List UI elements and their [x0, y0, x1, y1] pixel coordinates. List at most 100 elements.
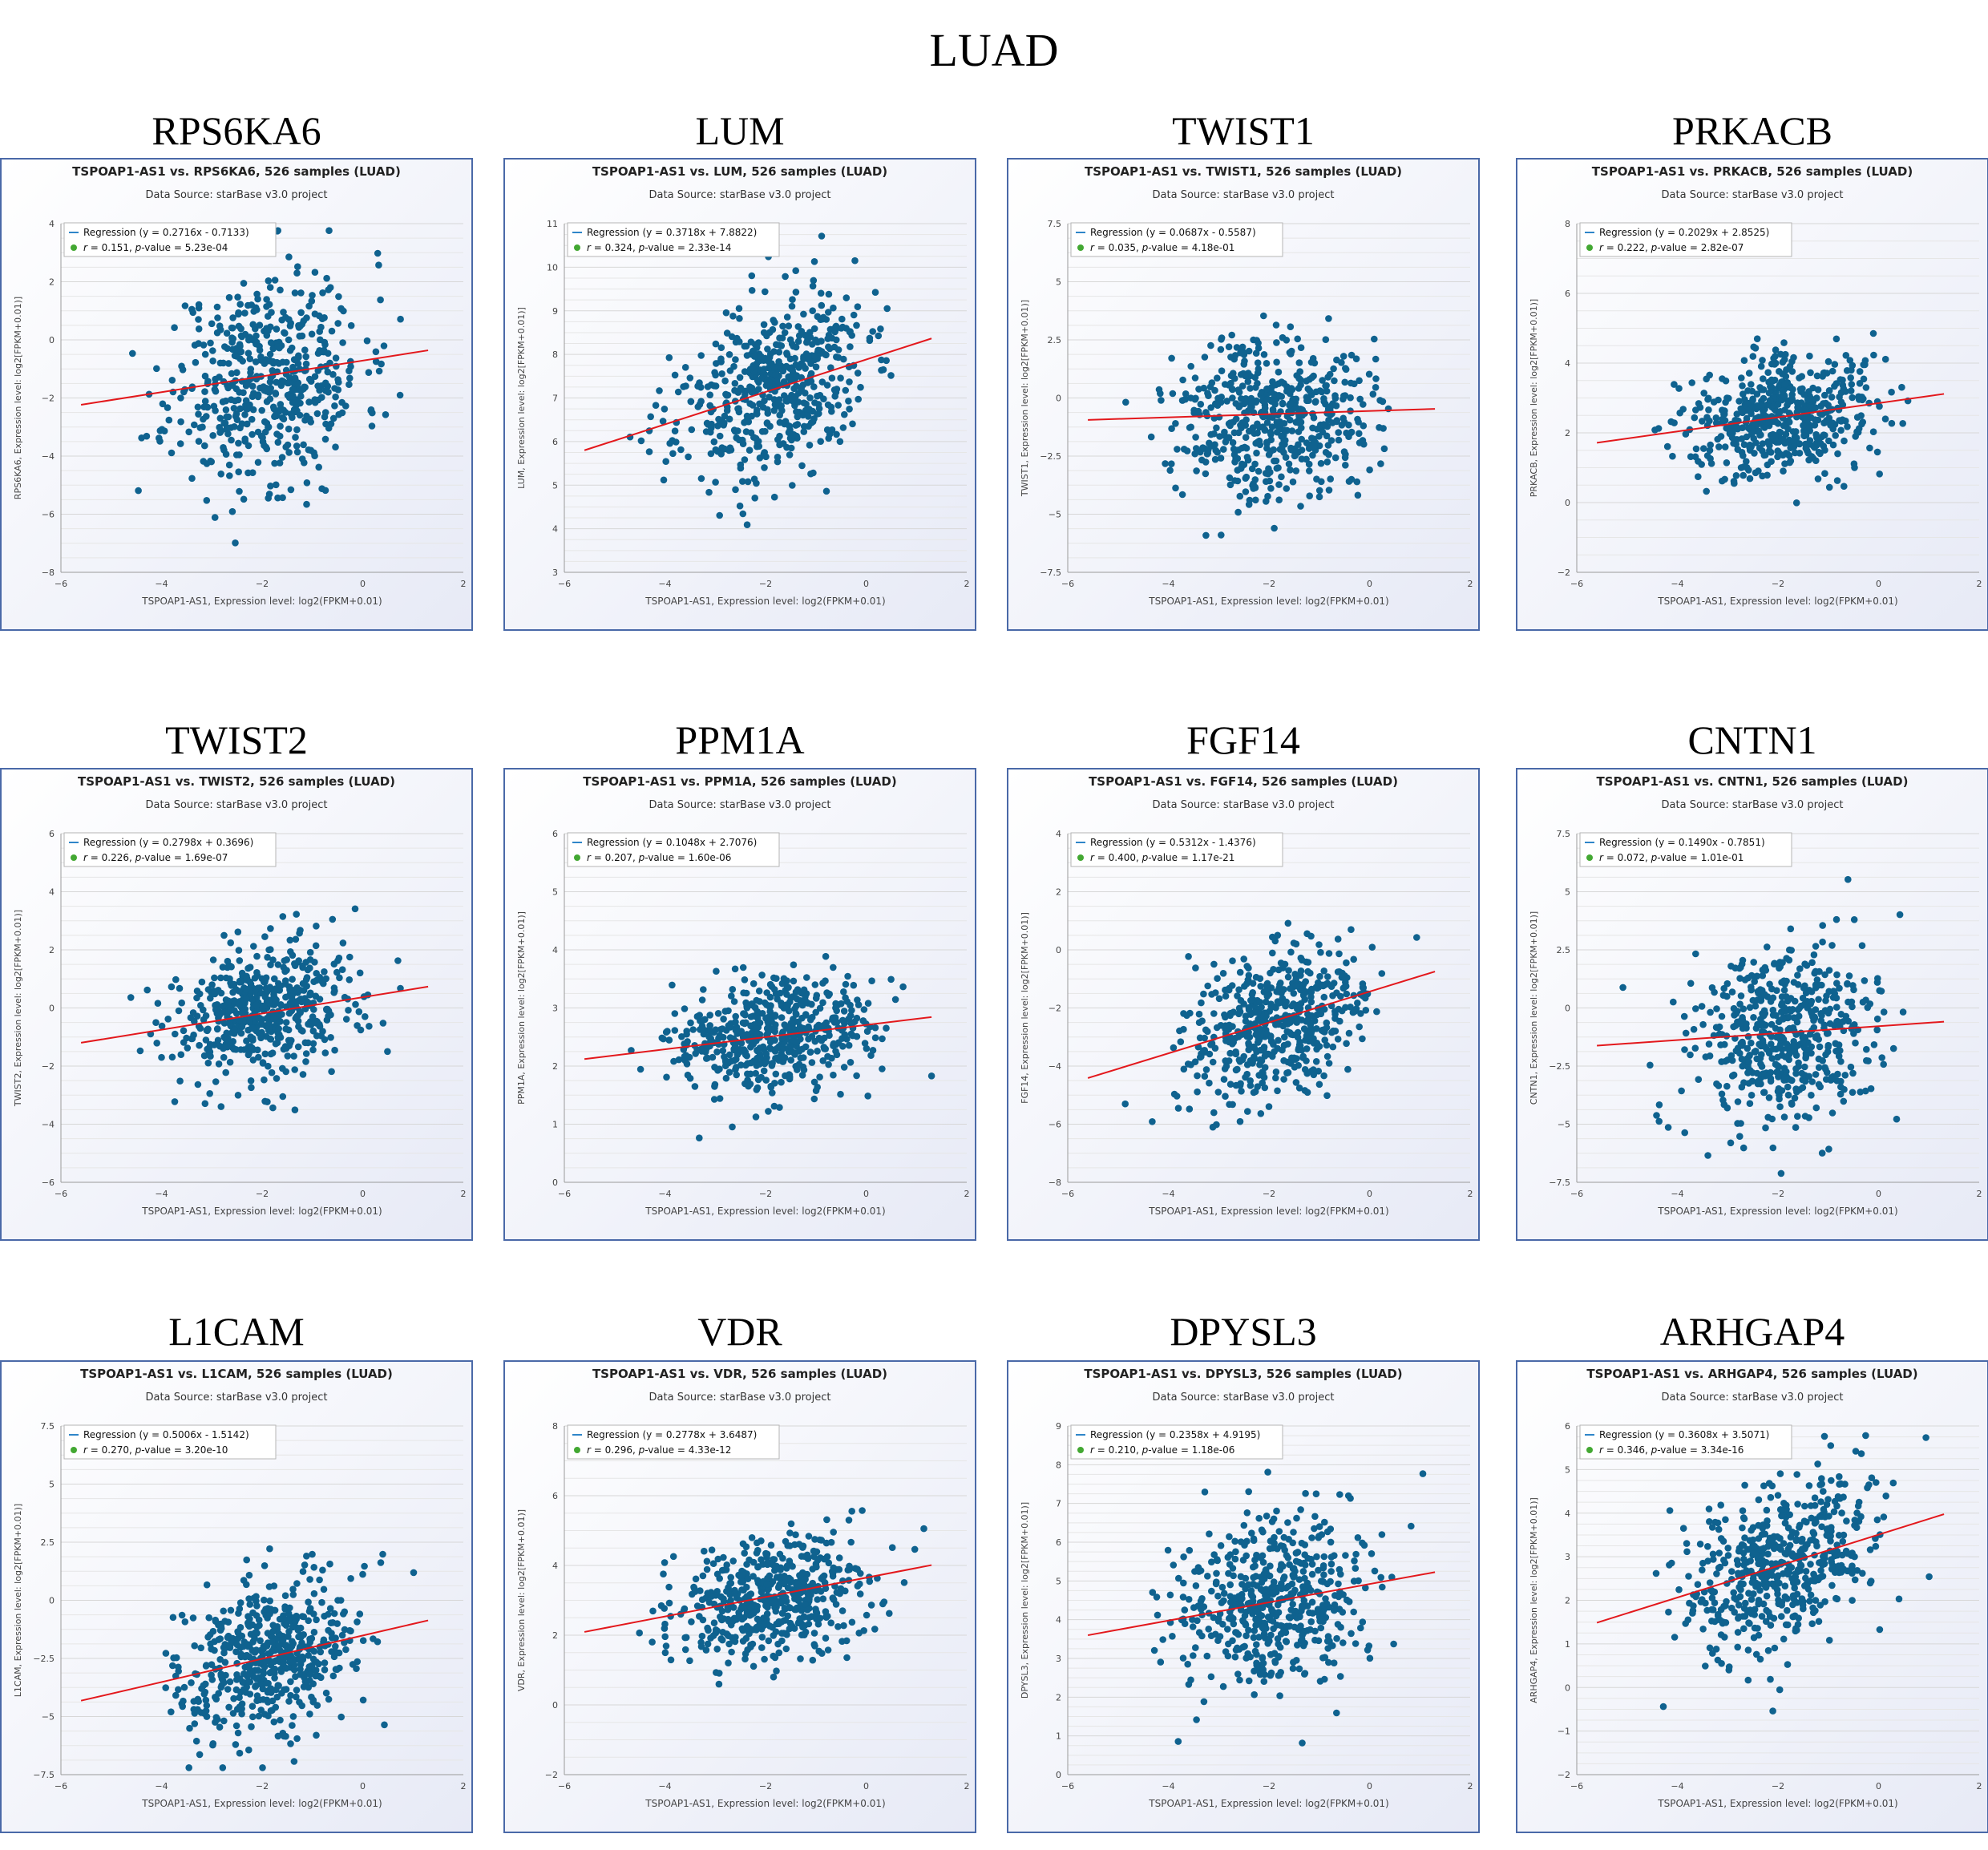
scatter-point: [816, 1073, 823, 1081]
scatter-point: [270, 1015, 277, 1023]
scatter-point: [1180, 1025, 1187, 1033]
legend-dot-icon: [574, 854, 580, 861]
scatter-point: [766, 1038, 774, 1046]
scatter-point: [1759, 971, 1767, 980]
scatter-point: [286, 936, 294, 944]
scatter-point: [686, 374, 694, 382]
scatter-point: [743, 1052, 750, 1060]
scatter-point: [1231, 352, 1239, 359]
scatter-point: [1174, 446, 1181, 453]
scatter-point: [1692, 406, 1699, 414]
scatter-point: [832, 1048, 839, 1055]
scatter-point: [346, 953, 354, 961]
scatter-point: [1823, 992, 1830, 1000]
scatter-point: [1799, 994, 1807, 1002]
scatter-point: [770, 493, 778, 501]
scatter-point: [1732, 472, 1740, 479]
scatter-point: [223, 329, 231, 337]
scatter-point: [1278, 473, 1285, 481]
scatter-point: [1737, 992, 1745, 1000]
scatter-plot: TSPOAP1-AS1 vs. TWIST1, 526 samples (LUA…: [1008, 160, 1478, 629]
scatter-point: [806, 1016, 814, 1024]
scatter-point: [1247, 385, 1254, 392]
scatter-point: [1174, 1105, 1182, 1112]
scatter-point: [284, 391, 292, 399]
scatter-point: [381, 1721, 388, 1729]
legend-stats-label: r = 0.072, p-value = 1.01e-01: [1599, 852, 1744, 863]
scatter-point: [289, 975, 296, 983]
scatter-point: [1365, 370, 1373, 378]
scatter-plot: TSPOAP1-AS1 vs. PRKACB, 526 samples (LUA…: [1517, 160, 1987, 629]
scatter-point: [316, 996, 324, 1003]
scatter-point: [1285, 967, 1292, 974]
scatter-point: [252, 358, 260, 366]
scatter-point: [195, 304, 203, 312]
scatter-point: [1807, 369, 1814, 377]
scatter-point: [802, 390, 809, 397]
scatter-point: [1743, 458, 1750, 465]
scatter-point: [1213, 424, 1220, 432]
scatter-point: [1293, 405, 1301, 412]
scatter-point: [883, 357, 890, 365]
scatter-point: [254, 393, 262, 401]
scatter-point: [1703, 487, 1710, 495]
scatter-point: [202, 1662, 210, 1670]
scatter-point: [1247, 1020, 1254, 1028]
scatter-point: [201, 398, 209, 405]
scatter-point: [837, 374, 844, 382]
scatter-point: [229, 988, 236, 996]
scatter-point: [1168, 354, 1175, 362]
scatter-point: [756, 1044, 764, 1052]
scatter-point: [1783, 1068, 1790, 1076]
scatter-point: [282, 1068, 290, 1076]
scatter-point: [721, 1008, 729, 1015]
scatter-point: [636, 1065, 644, 1073]
scatter-point: [209, 432, 217, 439]
scatter-point: [1275, 496, 1283, 503]
x-tick-label: −6: [1061, 579, 1074, 589]
scatter-point: [1288, 1002, 1295, 1010]
scatter-point: [179, 366, 187, 374]
scatter-point: [1743, 464, 1751, 471]
scatter-point: [1788, 1006, 1796, 1014]
scatter-point: [209, 347, 216, 354]
scatter-panel: TSPOAP1-AS1 vs. TWIST1, 526 samples (LUA…: [1007, 158, 1480, 631]
scatter-point: [380, 342, 388, 349]
scatter-point: [205, 1614, 212, 1622]
scatter-point: [810, 277, 818, 285]
scatter-point: [796, 1023, 804, 1031]
scatter-point: [1803, 416, 1810, 423]
scatter-point: [1816, 1043, 1824, 1051]
y-tick-label: 0: [49, 1004, 55, 1014]
scatter-point: [812, 1087, 820, 1094]
scatter-point: [1357, 1010, 1364, 1017]
scatter-point: [1313, 984, 1321, 992]
scatter-point: [201, 442, 208, 450]
scatter-point: [1785, 418, 1793, 426]
scatter-point: [1305, 460, 1313, 468]
scatter-point: [716, 1095, 724, 1102]
scatter-point: [770, 317, 777, 324]
scatter-point: [1792, 1070, 1800, 1077]
scatter-point: [278, 1690, 285, 1697]
scatter-point: [1731, 479, 1738, 487]
scatter-point: [305, 398, 313, 406]
scatter-point: [1309, 424, 1316, 432]
scatter-point: [776, 1104, 783, 1111]
scatter-point: [1183, 1012, 1190, 1020]
scatter-point: [762, 382, 770, 390]
scatter-point: [1240, 1052, 1247, 1060]
scatter-point: [799, 362, 807, 370]
x-tick-label: 2: [964, 1189, 970, 1199]
scatter-point: [772, 1046, 779, 1054]
scatter-point: [1222, 992, 1230, 1000]
scatter-point: [1789, 1042, 1796, 1050]
scatter-point: [325, 286, 333, 293]
scatter-point: [243, 975, 251, 983]
scatter-point: [1769, 430, 1776, 438]
scatter-point: [1243, 963, 1251, 970]
y-tick-label: 10: [547, 262, 558, 273]
scatter-point: [791, 354, 798, 362]
scatter-point: [844, 972, 851, 980]
scatter-point: [1647, 1061, 1654, 1069]
